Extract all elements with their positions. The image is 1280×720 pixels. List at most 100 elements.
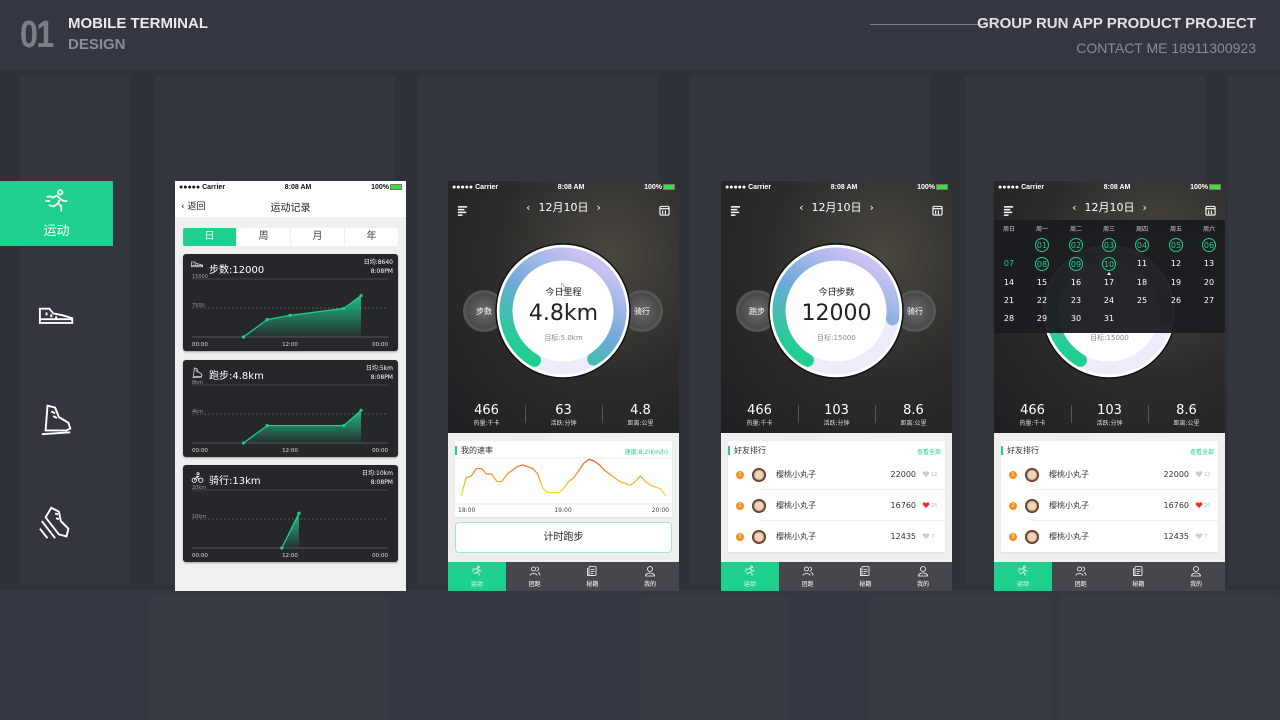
tab-running-person[interactable]: 运动: [994, 562, 1052, 591]
segment-tab[interactable]: 年: [344, 228, 398, 246]
segment-tab[interactable]: 周: [236, 228, 290, 246]
segment-tab[interactable]: 月: [290, 228, 344, 246]
ranking-row[interactable]: 3 樱桃小丸子 12435 7: [728, 521, 945, 552]
timed-run-button[interactable]: 计时跑步: [455, 522, 672, 553]
calendar-day[interactable]: 01: [1035, 238, 1049, 252]
segment-tab[interactable]: 日: [183, 228, 236, 246]
ranking-row[interactable]: 2 樱桃小丸子 16760 26: [728, 490, 945, 521]
like-count: 12: [1204, 471, 1211, 478]
view-all-link[interactable]: 查看全部: [1189, 449, 1214, 456]
calendar-day[interactable]: 31: [1103, 314, 1115, 323]
battery-icon: [1208, 183, 1221, 190]
calendar-day[interactable]: 15: [1036, 278, 1048, 287]
document-icon: [586, 565, 598, 579]
sneaker-icon: [38, 303, 76, 330]
tab-profile[interactable]: 我的: [1167, 562, 1225, 591]
record-card[interactable]: 骑行:13km 日均:10km 8:08PM 20km 10km 00:00 12:00 00…: [183, 465, 398, 562]
menu-icon[interactable]: [1003, 201, 1014, 220]
tab-profile[interactable]: 我的: [894, 562, 952, 591]
calendar-day[interactable]: 04: [1135, 238, 1149, 252]
tab-group[interactable]: 团跑: [1052, 562, 1110, 591]
tab-document[interactable]: 秘籍: [1110, 562, 1168, 591]
tab-group[interactable]: 团跑: [506, 562, 564, 591]
heart-icon[interactable]: [922, 470, 930, 480]
record-time: 8:08PM: [370, 373, 393, 381]
avatar: [752, 467, 766, 482]
tab-profile[interactable]: 我的: [621, 562, 679, 591]
calendar-day[interactable]: 18: [1136, 278, 1148, 287]
calendar-icon[interactable]: [1205, 201, 1216, 220]
calendar-day[interactable]: 23: [1070, 296, 1082, 305]
friend-score: 22000: [890, 470, 916, 479]
prev-day-button[interactable]: ‹: [1072, 201, 1077, 214]
calendar-icon[interactable]: [659, 201, 670, 220]
tab-document[interactable]: 秘籍: [564, 562, 622, 591]
current-date[interactable]: 12月10日: [538, 201, 589, 214]
next-day-button[interactable]: ›: [869, 201, 874, 214]
calendar-day[interactable]: 27: [1203, 296, 1215, 305]
progress-ring[interactable]: [766, 241, 906, 381]
tab-running-person[interactable]: 运动: [721, 562, 779, 591]
heart-icon[interactable]: [1195, 501, 1203, 511]
menu-icon[interactable]: [457, 201, 468, 220]
calendar-day[interactable]: 19: [1170, 278, 1182, 287]
calendar-day[interactable]: 13: [1203, 259, 1215, 268]
calendar-day[interactable]: 29: [1036, 314, 1048, 323]
ranking-row[interactable]: 1 樱桃小丸子 22000 12: [728, 459, 945, 490]
prev-day-button[interactable]: ‹: [526, 201, 531, 214]
calendar-day[interactable]: 02: [1069, 238, 1083, 252]
ranking-row[interactable]: 3 樱桃小丸子 12435 7: [1001, 521, 1218, 552]
calendar-day[interactable]: 20: [1203, 278, 1215, 287]
ring-goal: 目标:5.0km: [544, 334, 583, 342]
calendar-day[interactable]: 24: [1103, 296, 1115, 305]
calendar-day[interactable]: 22: [1036, 296, 1048, 305]
calendar-day[interactable]: 16: [1070, 278, 1082, 287]
calendar-day[interactable]: 10: [1102, 257, 1116, 271]
calendar-day[interactable]: 09: [1069, 257, 1083, 271]
view-all-link[interactable]: 查看全部: [916, 449, 941, 456]
sidebar-item-3[interactable]: [0, 388, 113, 453]
heart-icon[interactable]: [1195, 532, 1203, 542]
back-button[interactable]: ‹ 返回: [181, 199, 206, 212]
calendar-day[interactable]: 21: [1003, 296, 1015, 305]
tab-document[interactable]: 秘籍: [837, 562, 895, 591]
calendar-day[interactable]: 12: [1170, 259, 1182, 268]
tab-label: 运动: [1016, 581, 1029, 588]
tab-running-person[interactable]: 运动: [448, 562, 506, 591]
calendar-day[interactable]: 30: [1070, 314, 1082, 323]
calendar-day[interactable]: 08: [1035, 257, 1049, 271]
progress-ring[interactable]: [493, 241, 633, 381]
calendar-day[interactable]: 28: [1003, 314, 1015, 323]
calendar-day[interactable]: 06: [1202, 238, 1216, 252]
current-date[interactable]: 12月10日: [811, 201, 862, 214]
next-day-button[interactable]: ›: [1142, 201, 1147, 214]
menu-icon[interactable]: [730, 201, 741, 220]
calendar-day[interactable]: 25: [1136, 296, 1148, 305]
heart-icon[interactable]: [922, 532, 930, 542]
calendar-day[interactable]: 26: [1170, 296, 1182, 305]
calendar-day[interactable]: 11: [1136, 259, 1148, 268]
tab-group[interactable]: 团跑: [779, 562, 837, 591]
calendar-day[interactable]: 17: [1103, 278, 1115, 287]
heart-icon[interactable]: [1195, 470, 1203, 480]
calendar-day[interactable]: 14: [1003, 278, 1015, 287]
heart-icon[interactable]: [922, 501, 930, 511]
ranking-row[interactable]: 2 樱桃小丸子 16760 26: [1001, 490, 1218, 521]
sidebar-item-4[interactable]: [0, 492, 113, 557]
calendar-day[interactable]: 05: [1169, 238, 1183, 252]
background-screen-mockup: [870, 595, 1050, 720]
current-date[interactable]: 12月10日: [1084, 201, 1135, 214]
calendar-day[interactable]: 03: [1102, 238, 1116, 252]
calendar-day[interactable]: 07: [1003, 259, 1015, 268]
stat-item: 466 热量:千卡: [721, 403, 798, 427]
next-day-button[interactable]: ›: [596, 201, 601, 214]
rank-badge: 1: [736, 470, 744, 479]
stat-value: 103: [1097, 403, 1122, 418]
calendar-icon[interactable]: [932, 201, 943, 220]
record-card[interactable]: 跑步:4.8km 日均:5km 8:08PM 8km 4km 00:00 12:00 00:0…: [183, 359, 398, 457]
sidebar-item-1[interactable]: 运动: [0, 181, 113, 246]
prev-day-button[interactable]: ‹: [799, 201, 804, 214]
sidebar-item-2[interactable]: [0, 284, 113, 349]
record-card[interactable]: 步数:12000 日均:8640 8:08PM 15000 7500 00:00 12:00…: [183, 254, 398, 351]
ranking-row[interactable]: 1 樱桃小丸子 22000 12: [1001, 459, 1218, 490]
